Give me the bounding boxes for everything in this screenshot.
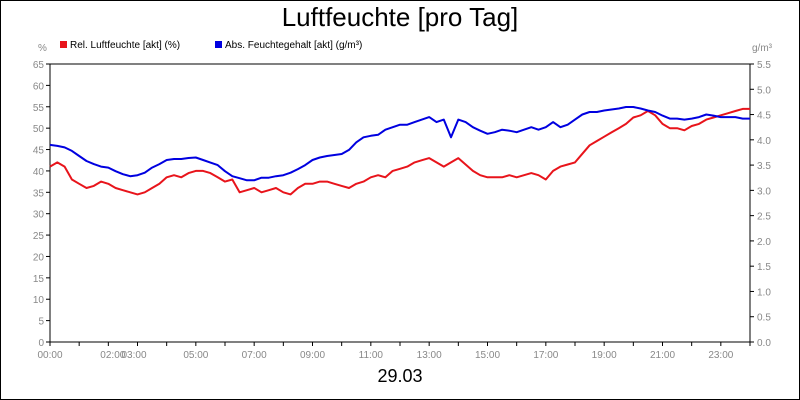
y-tick-label-left: 60	[33, 81, 45, 92]
y-tick-label-right: 1.0	[757, 287, 771, 298]
y-tick-label-left: 10	[33, 295, 45, 306]
y-tick-label-right: 2.5	[757, 212, 771, 223]
y-tick-label-left: 55	[33, 103, 45, 114]
y-tick-label-left: 15	[33, 274, 45, 285]
x-tick-label: 17:00	[533, 350, 558, 361]
x-tick-label: 00:00	[37, 350, 62, 361]
y-tick-label-left: 0	[38, 338, 44, 349]
y-tick-label-right: 4.0	[757, 136, 771, 147]
x-tick-label: 02:00	[100, 350, 125, 361]
y-tick-label-right: 1.5	[757, 262, 771, 273]
x-tick-label: 09:00	[300, 350, 325, 361]
date-label: 29.03	[377, 366, 423, 386]
y-tick-label-left: 50	[33, 124, 45, 135]
y-tick-label-left: 5	[38, 317, 44, 328]
series-line-abs-humidity	[49, 106, 750, 182]
chart-title: Luftfeuchte [pro Tag]	[281, 2, 519, 32]
x-tick-label: 05:00	[183, 350, 208, 361]
y-tick-label-left: 35	[33, 188, 45, 199]
y-tick-label-left: 20	[33, 252, 45, 263]
y-unit-left: %	[38, 43, 47, 54]
y-tick-label-left: 30	[33, 210, 45, 221]
x-tick-label: 13:00	[417, 350, 442, 361]
y-tick-label-left: 25	[33, 231, 45, 242]
legend-label-rel: Rel. Luftfeuchte [akt] (%)	[70, 40, 180, 51]
plot-area	[49, 63, 751, 343]
legend-label-abs: Abs. Feuchtegehalt [akt] (g/m³)	[225, 40, 362, 51]
y-tick-label-left: 45	[33, 146, 45, 157]
x-tick-label: 07:00	[242, 350, 267, 361]
y-tick-label-right: 2.0	[757, 237, 771, 248]
y-tick-label-right: 0.5	[757, 313, 771, 324]
y-tick-label-right: 3.0	[757, 186, 771, 197]
y-unit-right: g/m³	[752, 43, 773, 54]
legend: Rel. Luftfeuchte [akt] (%) Abs. Feuchteg…	[60, 40, 362, 51]
y-tick-label-right: 5.0	[757, 85, 771, 96]
series-line-rel-humidity	[49, 107, 750, 196]
y-tick-label-left: 40	[33, 167, 45, 178]
x-tick-label: 15:00	[475, 350, 500, 361]
x-tick-label: 21:00	[650, 350, 675, 361]
y-tick-label-right: 0.0	[757, 338, 771, 349]
y-tick-label-right: 5.5	[757, 60, 771, 71]
x-tick-label: 11:00	[359, 350, 384, 361]
y-tick-label-left: 65	[33, 60, 45, 71]
y-tick-label-right: 4.5	[757, 111, 771, 122]
y-tick-label-right: 3.5	[757, 161, 771, 172]
x-tick-label: 23:00	[708, 350, 733, 361]
x-tick-label: 19:00	[592, 350, 617, 361]
legend-swatch-abs	[215, 41, 222, 48]
legend-swatch-rel	[60, 41, 67, 48]
x-tick-label: 03:00	[122, 350, 147, 361]
